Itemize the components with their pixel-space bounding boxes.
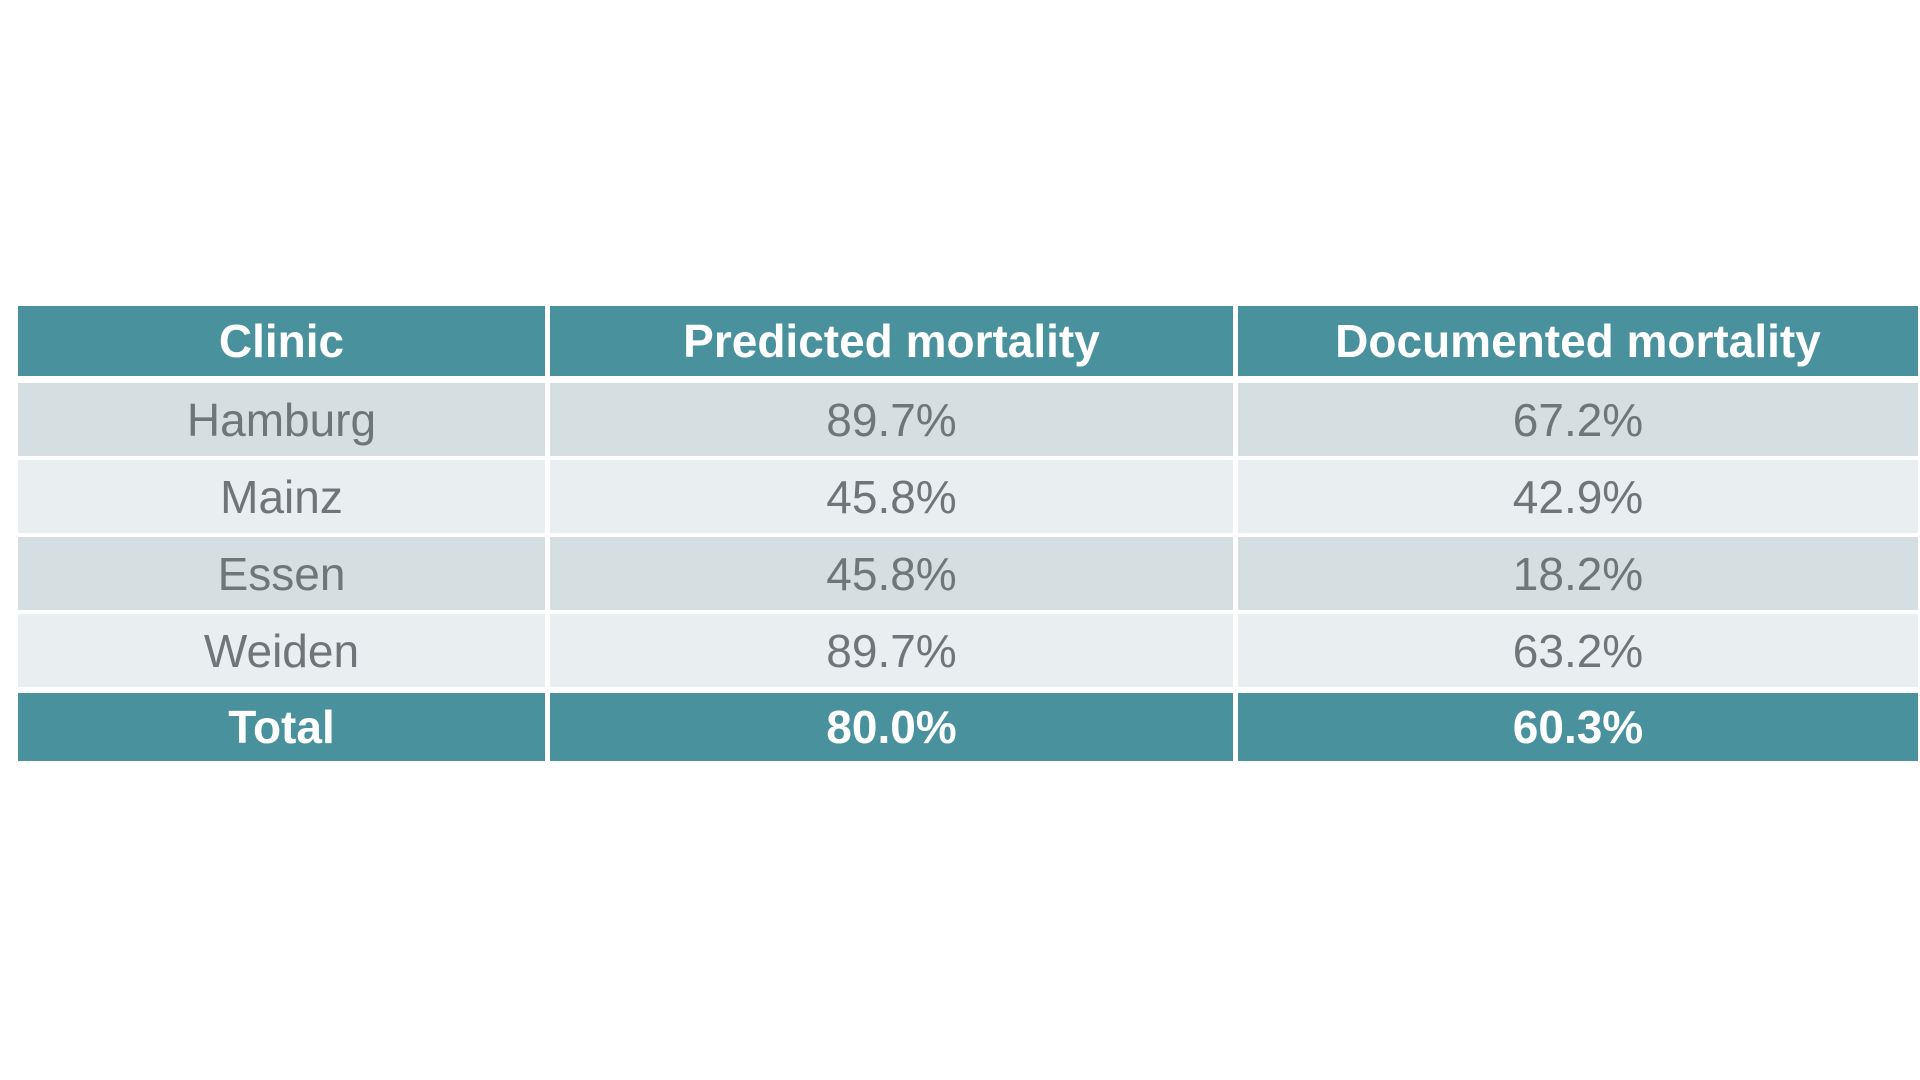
total-label-cell: Total xyxy=(18,693,545,761)
table-row-essen: Essen 45.8% 18.2% xyxy=(18,537,1918,610)
header-cell-documented-mortality: Documented mortality xyxy=(1238,306,1918,376)
table-row-mainz: Mainz 45.8% 42.9% xyxy=(18,460,1918,533)
predicted-mortality-cell: 89.7% xyxy=(550,614,1233,687)
mortality-table: Clinic Predicted mortality Documented mo… xyxy=(18,306,1918,761)
clinic-name-cell: Essen xyxy=(18,537,545,610)
documented-mortality-cell: 63.2% xyxy=(1238,614,1918,687)
predicted-mortality-cell: 45.8% xyxy=(550,460,1233,533)
clinic-name-cell: Mainz xyxy=(18,460,545,533)
predicted-mortality-cell: 89.7% xyxy=(550,383,1233,456)
table-row-weiden: Weiden 89.7% 63.2% xyxy=(18,614,1918,687)
header-cell-predicted-mortality: Predicted mortality xyxy=(550,306,1233,376)
header-cell-clinic: Clinic xyxy=(18,306,545,376)
clinic-name-cell: Weiden xyxy=(18,614,545,687)
total-predicted-mortality-cell: 80.0% xyxy=(550,693,1233,761)
documented-mortality-cell: 18.2% xyxy=(1238,537,1918,610)
documented-mortality-cell: 42.9% xyxy=(1238,460,1918,533)
documented-mortality-cell: 67.2% xyxy=(1238,383,1918,456)
predicted-mortality-cell: 45.8% xyxy=(550,537,1233,610)
table-header-row: Clinic Predicted mortality Documented mo… xyxy=(18,306,1918,376)
table-row-hamburg: Hamburg 89.7% 67.2% xyxy=(18,383,1918,456)
table-total-row: Total 80.0% 60.3% xyxy=(18,693,1918,761)
clinic-name-cell: Hamburg xyxy=(18,383,545,456)
total-documented-mortality-cell: 60.3% xyxy=(1238,693,1918,761)
